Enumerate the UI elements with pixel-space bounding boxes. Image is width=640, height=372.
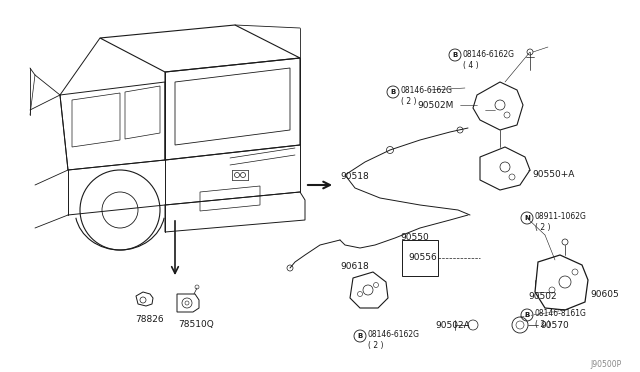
Text: 90618: 90618 xyxy=(340,262,369,271)
Text: J90500P: J90500P xyxy=(590,360,621,369)
Text: 08911-1062G: 08911-1062G xyxy=(535,212,587,221)
Text: 78826: 78826 xyxy=(135,315,164,324)
Text: 90556: 90556 xyxy=(408,253,436,262)
Text: N: N xyxy=(524,215,530,221)
Text: 90550: 90550 xyxy=(400,233,429,242)
Text: ( 2 ): ( 2 ) xyxy=(535,320,550,329)
Text: 08146-6162G: 08146-6162G xyxy=(401,86,453,95)
Text: 08146-6162G: 08146-6162G xyxy=(463,50,515,59)
Text: 90570: 90570 xyxy=(540,321,569,330)
Text: 90550+A: 90550+A xyxy=(532,170,574,179)
Text: 90518: 90518 xyxy=(340,172,369,181)
Text: B: B xyxy=(357,333,363,339)
Text: B: B xyxy=(390,89,396,95)
Text: 08146-8161G: 08146-8161G xyxy=(535,309,587,318)
Text: ( 4 ): ( 4 ) xyxy=(463,61,479,70)
Text: 90502A: 90502A xyxy=(435,321,470,330)
Text: ( 2 ): ( 2 ) xyxy=(401,97,417,106)
Text: 08146-6162G: 08146-6162G xyxy=(368,330,420,339)
Text: 78510Q: 78510Q xyxy=(178,320,214,329)
Text: 90502M: 90502M xyxy=(417,101,453,110)
Text: ( 2 ): ( 2 ) xyxy=(368,341,383,350)
Text: ( 2 ): ( 2 ) xyxy=(535,223,550,232)
Text: B: B xyxy=(452,52,458,58)
Text: 90605: 90605 xyxy=(590,290,619,299)
Text: B: B xyxy=(524,312,530,318)
Text: 90502: 90502 xyxy=(528,292,557,301)
